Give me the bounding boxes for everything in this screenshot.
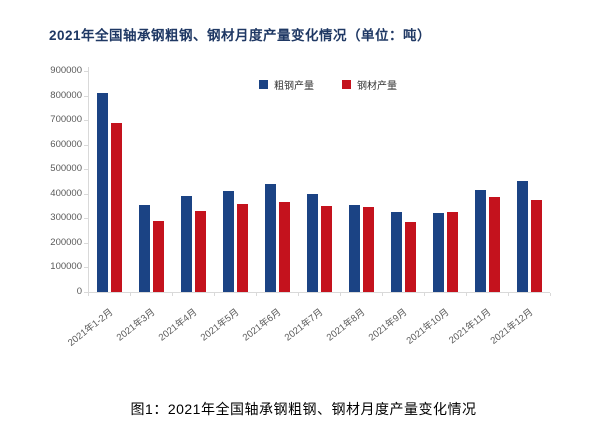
x-axis-line	[88, 292, 550, 293]
crude-steel-bar-6	[306, 194, 318, 292]
y-tick-label: 500000	[50, 163, 82, 175]
y-tick-mark	[84, 218, 88, 220]
crude-steel-bar-1	[96, 93, 108, 292]
crude-steel-bar-5	[264, 184, 276, 292]
y-tick-mark	[84, 193, 88, 195]
y-tick-label: 200000	[50, 236, 82, 248]
legend-label-rolled-steel: 钢材产量	[357, 81, 397, 92]
crude-steel-bar-2	[138, 205, 150, 292]
rolled-steel-bar-6	[320, 206, 332, 292]
y-tick-label: 900000	[50, 65, 82, 76]
legend-item-crude-steel: 粗钢产量	[259, 77, 314, 92]
y-tick-mark	[84, 95, 88, 97]
y-tick-mark	[84, 144, 88, 146]
crude-steel-bar-3	[180, 196, 192, 292]
rolled-steel-bar-3	[194, 211, 206, 292]
rolled-steel-bar-1	[110, 123, 122, 292]
y-tick-label: 0	[76, 286, 82, 297]
legend: 粗钢产量 钢材产量	[259, 77, 397, 92]
rolled-steel-bar-11	[530, 200, 542, 292]
x-tick-mark	[466, 293, 467, 296]
x-tick-mark	[214, 293, 215, 296]
crude-steel-swatch-icon	[259, 80, 268, 89]
rolled-steel-bar-2	[152, 221, 164, 292]
rolled-steel-bar-10	[488, 197, 500, 292]
rolled-steel-bar-4	[236, 204, 248, 292]
y-tick-mark	[84, 242, 88, 244]
y-tick-label: 400000	[50, 187, 82, 199]
x-tick-mark	[172, 293, 173, 296]
crude-steel-bar-7	[348, 205, 360, 292]
x-tick-mark	[424, 293, 425, 296]
y-tick-label: 300000	[50, 212, 82, 224]
x-tick-mark	[340, 293, 341, 296]
figure-caption: 图1：2021年全国轴承钢粗钢、钢材月度产量变化情况	[130, 401, 477, 417]
crude-steel-bar-11	[516, 181, 528, 292]
x-tick-mark	[130, 293, 131, 296]
y-tick-label: 100000	[50, 261, 82, 273]
x-tick-mark	[550, 293, 551, 296]
y-tick-label: 700000	[50, 114, 82, 126]
rolled-steel-swatch-icon	[342, 80, 351, 89]
x-tick-mark	[88, 293, 89, 296]
crude-steel-bar-10	[474, 190, 486, 292]
rolled-steel-bar-7	[362, 207, 374, 292]
rolled-steel-bar-5	[278, 202, 290, 292]
rolled-steel-bar-9	[446, 212, 458, 292]
y-axis-line	[88, 67, 89, 293]
chart-title: 2021年全国轴承钢粗钢、钢材月度产量变化情况（单位：吨）	[49, 28, 432, 43]
rolled-steel-bar-8	[404, 222, 416, 292]
y-tick-label: 600000	[50, 138, 82, 150]
legend-label-crude-steel: 粗钢产量	[274, 81, 314, 92]
crude-steel-bar-4	[222, 191, 234, 292]
y-tick-mark	[84, 292, 88, 293]
x-tick-mark	[382, 293, 383, 296]
y-tick-label: 800000	[50, 89, 82, 101]
x-tick-mark	[508, 293, 509, 296]
x-tick-mark	[298, 293, 299, 296]
crude-steel-bar-8	[390, 212, 402, 292]
crude-steel-bar-9	[432, 213, 444, 292]
y-tick-mark	[84, 169, 88, 171]
x-tick-mark	[256, 293, 257, 296]
y-tick-mark	[84, 120, 88, 122]
y-tick-mark	[84, 267, 88, 269]
y-tick-mark	[84, 71, 88, 72]
legend-item-rolled-steel: 钢材产量	[342, 77, 397, 92]
